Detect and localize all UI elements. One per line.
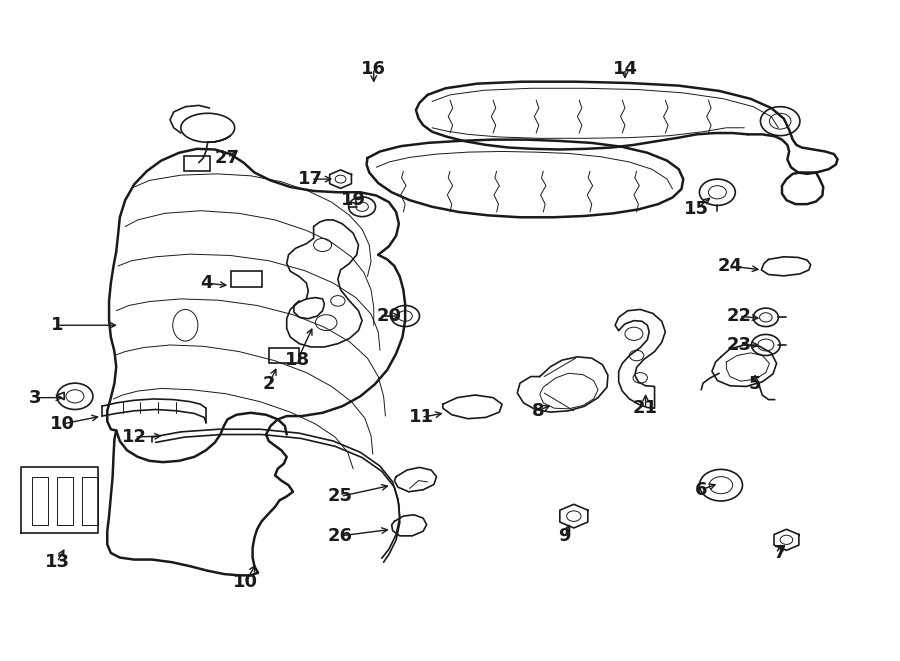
Text: 4: 4 <box>200 274 212 292</box>
Text: 16: 16 <box>361 59 386 77</box>
Text: 22: 22 <box>726 307 752 325</box>
Text: 27: 27 <box>215 149 240 167</box>
Text: 19: 19 <box>340 191 365 209</box>
Text: 12: 12 <box>122 428 147 446</box>
Text: 23: 23 <box>726 336 752 354</box>
Text: 7: 7 <box>774 544 787 562</box>
Text: 25: 25 <box>328 487 353 506</box>
Text: 3: 3 <box>29 389 41 407</box>
Text: 5: 5 <box>749 375 761 393</box>
Text: 14: 14 <box>613 59 637 77</box>
Text: 10: 10 <box>50 415 75 433</box>
Text: 8: 8 <box>532 402 544 420</box>
Text: 26: 26 <box>328 527 353 545</box>
Text: 17: 17 <box>299 170 323 188</box>
Text: 24: 24 <box>717 257 742 275</box>
Text: 20: 20 <box>376 307 401 325</box>
Text: 13: 13 <box>44 553 69 571</box>
Text: 21: 21 <box>633 399 658 417</box>
Text: 10: 10 <box>233 573 258 591</box>
Text: 1: 1 <box>50 316 63 334</box>
Text: 18: 18 <box>285 351 310 369</box>
Text: 6: 6 <box>695 481 707 499</box>
Text: 9: 9 <box>559 527 572 545</box>
Text: 11: 11 <box>409 408 434 426</box>
Text: 2: 2 <box>263 375 275 393</box>
Text: 15: 15 <box>684 200 709 217</box>
